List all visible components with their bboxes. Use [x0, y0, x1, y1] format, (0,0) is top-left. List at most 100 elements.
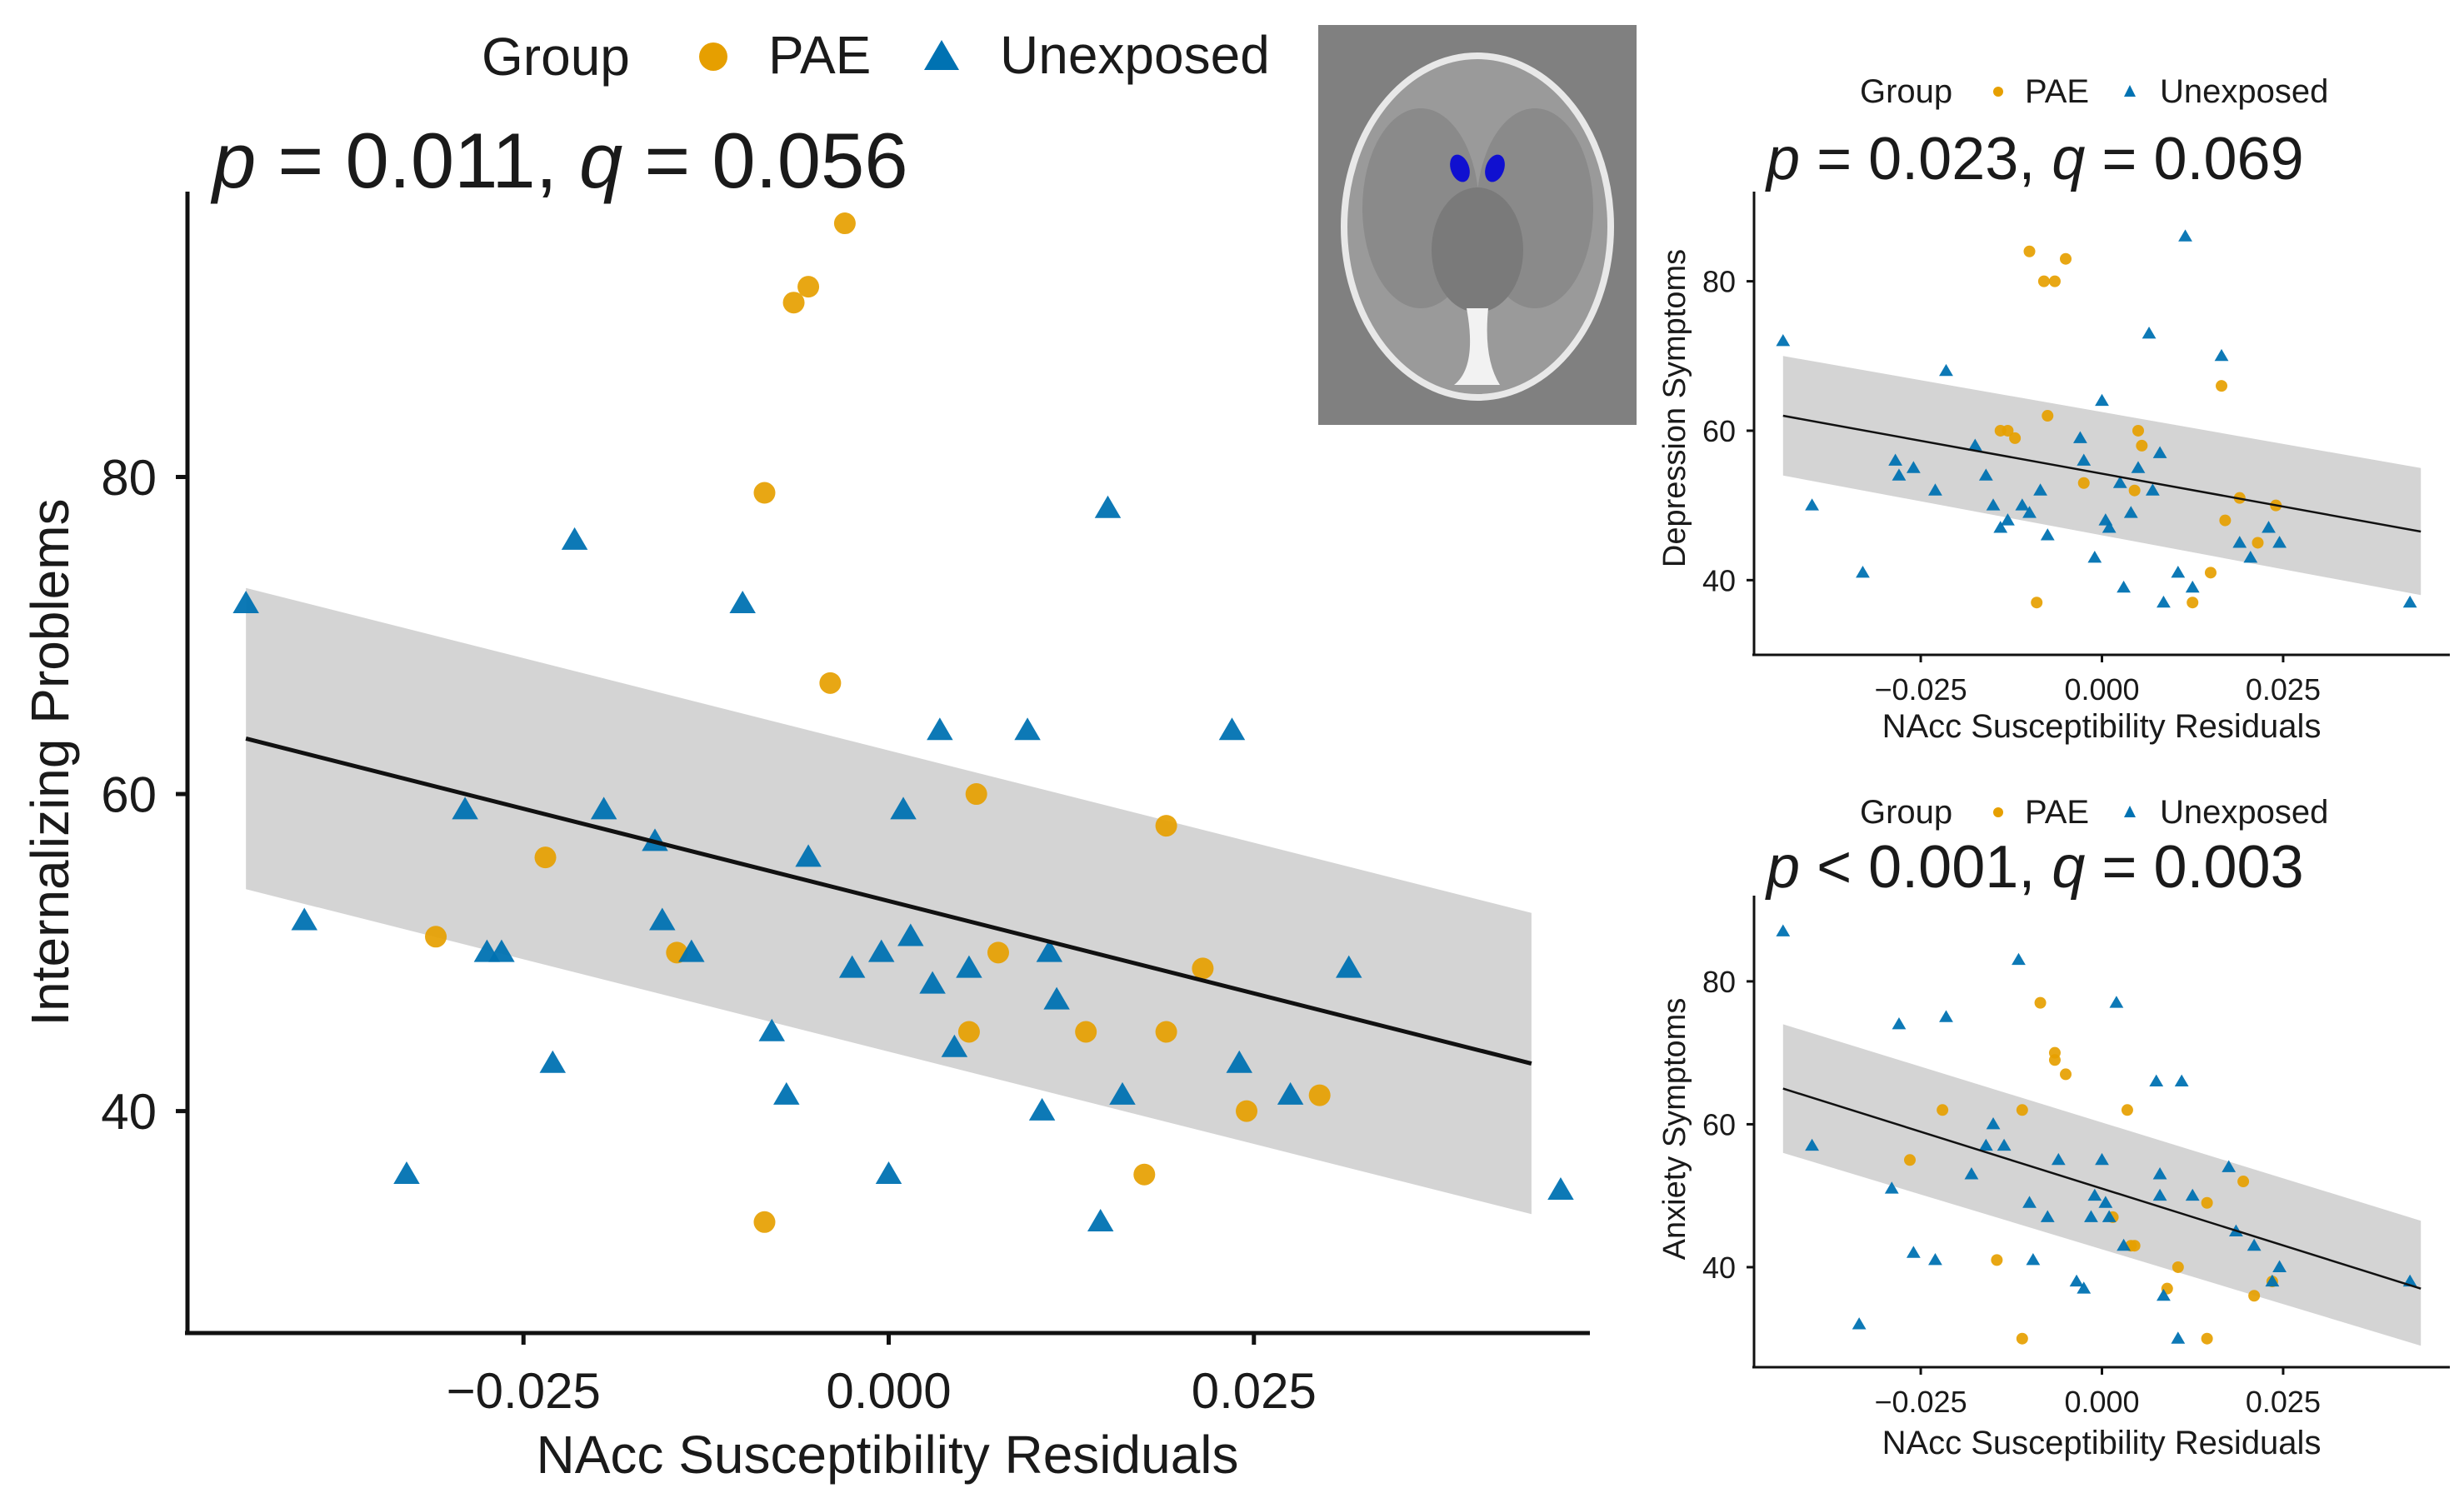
internalizing-regression-line: [245, 737, 1532, 1066]
depression-point-unexposed-20: [2095, 393, 2109, 407]
internalizing-point-unexposed-0: [232, 590, 259, 613]
depression-point-unexposed-29: [2152, 446, 2167, 458]
depression-legend-pae-marker: [1993, 87, 2003, 97]
depression-point-unexposed-1: [1805, 498, 1819, 511]
depression-point-pae-13: [2204, 567, 2217, 579]
main-legend-title: Group: [482, 27, 630, 87]
depression-x-axis-label: NAcc Susceptibility Residuals: [1882, 708, 2322, 745]
main-legend-unexposed-label: Unexposed: [1000, 25, 1270, 85]
depression-point-pae-1: [2037, 275, 2050, 287]
internalizing-point-unexposed-13: [758, 1018, 785, 1041]
depression-stat-label: p = 0.023, q = 0.069: [1765, 126, 2304, 192]
internalizing-point-unexposed-11: [678, 939, 705, 962]
internalizing-point-pae-8: [753, 1211, 776, 1233]
depression-point-unexposed-32: [2178, 229, 2192, 242]
internalizing-point-pae-1: [819, 672, 842, 694]
internalizing-point-unexposed-31: [1109, 1081, 1136, 1105]
anxiety-legend-unexposed-label: Unexposed: [2160, 794, 2328, 831]
internalizing-point-pae-6: [425, 926, 447, 948]
anxiety-point-pae-2: [1991, 1254, 2003, 1266]
panel-internalizing: −0.025 0.000 0.025 40 60 80 NAcc Susceptibil…: [20, 192, 1590, 1485]
depression-x-tick-label-1: 0.000: [2064, 672, 2139, 707]
anxiety-x-axis-label: NAcc Susceptibility Residuals: [1882, 1425, 2322, 1461]
internalizing-point-unexposed-27: [1036, 939, 1063, 962]
brainstem-region: [1432, 187, 1523, 312]
internalizing-point-unexposed-17: [867, 939, 895, 962]
anxiety-point-unexposed-25: [2117, 1238, 2131, 1251]
anxiety-point-unexposed-19: [2084, 1210, 2098, 1222]
main-y-axis-label: Internalizing Problems: [20, 498, 80, 1026]
depression-point-unexposed-33: [2185, 580, 2200, 593]
anxiety-point-unexposed-26: [2149, 1074, 2164, 1086]
depression-plot-area: [1776, 229, 2422, 609]
internalizing-point-unexposed-5: [488, 939, 515, 962]
anxiety-point-pae-10: [2121, 1104, 2133, 1116]
depression-legend-pae-label: PAE: [2025, 73, 2089, 110]
anxiety-point-unexposed-36: [2265, 1274, 2280, 1287]
internalizing-point-pae-18: [1308, 1084, 1331, 1106]
depression-point-unexposed-11: [1993, 521, 2008, 533]
internalizing-point-pae-12: [1075, 1021, 1097, 1043]
anxiety-legend: Group PAE Unexposed: [1860, 794, 2328, 831]
internalizing-point-unexposed-19: [890, 796, 917, 820]
depression-point-unexposed-39: [2402, 595, 2417, 608]
depression-point-unexposed-8: [1967, 438, 1982, 451]
internalizing-point-pae-2: [782, 292, 805, 314]
anxiety-point-unexposed-3: [1884, 1181, 1899, 1194]
depression-legend: Group PAE Unexposed: [1860, 73, 2328, 110]
anxiety-x-tick-label-1: 0.000: [2064, 1385, 2139, 1419]
anxiety-point-unexposed-35: [2247, 1238, 2262, 1251]
depression-point-pae-2: [2048, 275, 2061, 287]
internalizing-point-unexposed-21: [919, 971, 946, 994]
depression-point-pae-0: [2023, 245, 2036, 257]
anxiety-x-ticks: −0.025 0.000 0.025: [1874, 1367, 2321, 1419]
anxiety-point-unexposed-30: [2171, 1331, 2186, 1344]
depression-point-pae-19: [2077, 477, 2090, 489]
internalizing-point-unexposed-3: [452, 796, 478, 820]
depression-point-pae-4: [2009, 432, 2022, 444]
internalizing-point-pae-14: [1155, 815, 1177, 837]
panel-depression: Group PAE Unexposed p = 0.023, q = 0.069…: [1657, 73, 2450, 745]
depression-y-tick-label-2: 80: [1702, 265, 1736, 299]
anxiety-y-tick-label-0: 40: [1702, 1251, 1736, 1285]
depression-point-pae-15: [2219, 514, 2232, 527]
internalizing-point-pae-10: [957, 1021, 980, 1043]
internalizing-point-unexposed-34: [1277, 1081, 1304, 1105]
internalizing-point-unexposed-26: [1028, 1097, 1056, 1121]
anxiety-point-unexposed-29: [2157, 1288, 2171, 1301]
internalizing-point-pae-0: [753, 482, 776, 504]
depression-point-unexposed-9: [1978, 468, 1993, 481]
anxiety-point-unexposed-33: [2222, 1160, 2237, 1172]
anxiety-point-unexposed-8: [1964, 1167, 1979, 1180]
depression-point-unexposed-17: [2073, 431, 2087, 443]
main-legend-pae-label: PAE: [768, 25, 871, 85]
anxiety-y-axis-label: Anxiety Symptoms: [1657, 998, 1692, 1261]
depression-point-pae-9: [2132, 424, 2144, 437]
depression-point-unexposed-15: [2033, 483, 2047, 496]
anxiety-y-tick-label-1: 60: [1702, 1107, 1736, 1141]
depression-point-pae-3: [2060, 252, 2072, 265]
anxiety-y-ticks: 40 60 80: [1702, 965, 1754, 1285]
depression-point-pae-11: [2128, 484, 2141, 497]
anxiety-point-pae-5: [2034, 996, 2047, 1009]
internalizing-point-unexposed-33: [1226, 1050, 1252, 1073]
anxiety-point-pae-4: [2016, 1332, 2028, 1345]
depression-confidence-band: [1782, 356, 2422, 596]
internalizing-point-unexposed-36: [1547, 1177, 1574, 1200]
anxiety-x-tick-label-2: 0.025: [2246, 1385, 2321, 1419]
anxiety-point-unexposed-17: [2069, 1274, 2084, 1287]
anxiety-legend-title: Group: [1860, 794, 1952, 831]
depression-point-unexposed-30: [2157, 595, 2171, 608]
anxiety-stat-label: p < 0.001, q = 0.003: [1765, 834, 2304, 901]
depression-point-pae-17: [2252, 537, 2264, 549]
anxiety-point-pae-12: [2128, 1240, 2141, 1252]
depression-point-unexposed-24: [2117, 580, 2131, 593]
anxiety-point-unexposed-13: [2022, 1196, 2037, 1208]
anxiety-y-tick-label-2: 80: [1702, 965, 1736, 999]
main-plot-area: [232, 212, 1574, 1233]
depression-point-unexposed-7: [1939, 363, 1953, 377]
internalizing-point-pae-11: [987, 941, 1009, 964]
depression-regression-line: [1782, 414, 2422, 533]
anxiety-point-unexposed-23: [2102, 1210, 2117, 1222]
internalizing-point-unexposed-7: [561, 527, 588, 550]
